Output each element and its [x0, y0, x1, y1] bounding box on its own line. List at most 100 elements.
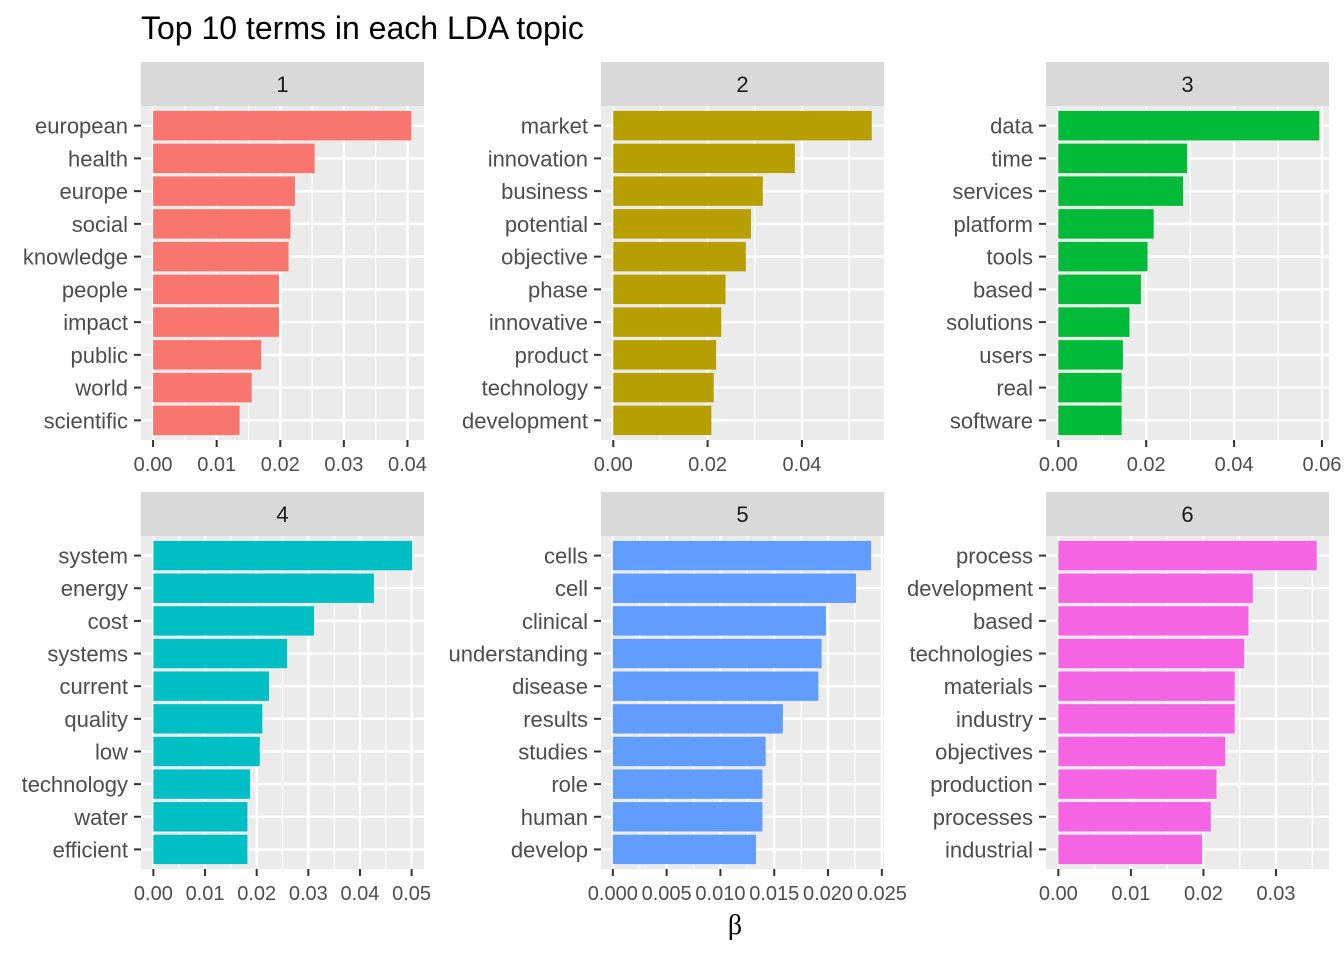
- x-tick-label: 0.00: [134, 883, 173, 905]
- x-tick-label: 0.000: [588, 883, 638, 905]
- bar-people: [153, 274, 280, 305]
- bar-public: [153, 340, 262, 370]
- bar-objectives: [1058, 736, 1226, 767]
- bar-water: [153, 802, 248, 832]
- y-tick-label: people: [62, 277, 128, 302]
- facet-strip: [1046, 62, 1329, 106]
- bar-users: [1058, 340, 1123, 370]
- facet-strip-label: 4: [276, 502, 288, 527]
- y-tick-label: based: [973, 609, 1033, 634]
- facet-strip-label: 3: [1181, 72, 1193, 97]
- x-tick-label: 0.01: [1111, 883, 1150, 905]
- y-tick-label: clinical: [522, 609, 588, 634]
- y-tick-label: time: [991, 146, 1033, 171]
- y-tick-label: production: [930, 772, 1033, 797]
- x-tick-label: 0.06: [1303, 454, 1342, 476]
- bar-innovative: [613, 307, 722, 337]
- facet-panel-1: 1 european health europe social knowledge peop…: [23, 62, 427, 476]
- x-tick-label: 0.020: [803, 883, 853, 905]
- y-tick-label: europe: [59, 179, 128, 204]
- bar-results: [612, 704, 783, 734]
- y-tick-label: technology: [482, 376, 588, 401]
- bar-quality: [153, 704, 263, 734]
- x-tick-label: 0.03: [1257, 883, 1296, 905]
- x-tick-label: 0.04: [388, 454, 427, 476]
- bar-potential: [613, 209, 751, 239]
- bar-european: [153, 110, 412, 141]
- bar-current: [153, 671, 270, 701]
- y-tick-label: human: [521, 805, 588, 830]
- y-tick-label: materials: [944, 674, 1033, 699]
- bar-industry: [1058, 704, 1235, 734]
- y-tick-label: studies: [518, 739, 588, 764]
- x-tick-label: 0.02: [1184, 883, 1223, 905]
- facet-panel-5: 5 cells cell clinical understanding disease re…: [449, 492, 907, 905]
- y-tick-label: industrial: [945, 837, 1033, 862]
- bar-based: [1058, 606, 1249, 636]
- bar-platform: [1058, 209, 1154, 239]
- bar-world: [153, 372, 252, 403]
- y-tick-label: services: [952, 179, 1033, 204]
- facet-strip: [1046, 492, 1329, 536]
- bar-processes: [1058, 802, 1211, 832]
- bar-development: [613, 405, 712, 436]
- y-tick-label: cell: [555, 576, 588, 601]
- bar-understanding: [612, 638, 822, 669]
- y-tick-label: world: [74, 376, 128, 401]
- bar-materials: [1058, 671, 1235, 701]
- y-tick-label: systems: [47, 642, 128, 667]
- y-tick-label: objective: [501, 245, 588, 270]
- bar-cost: [153, 606, 315, 636]
- facet-strip: [141, 492, 424, 536]
- x-tick-label: 0.00: [1039, 883, 1078, 905]
- bar-business: [613, 176, 763, 206]
- y-tick-label: business: [501, 179, 588, 204]
- facet-strip-label: 6: [1181, 502, 1193, 527]
- y-tick-label: based: [973, 277, 1033, 302]
- y-tick-label: development: [907, 576, 1033, 601]
- y-tick-label: quality: [64, 707, 128, 732]
- y-tick-label: knowledge: [23, 245, 128, 270]
- y-tick-label: cost: [88, 609, 128, 634]
- bar-process: [1058, 540, 1317, 571]
- y-tick-label: develop: [511, 837, 588, 862]
- x-tick-label: 0.02: [261, 454, 300, 476]
- facet-strip: [601, 62, 884, 106]
- bar-impact: [153, 307, 280, 337]
- x-tick-label: 0.02: [688, 454, 727, 476]
- x-tick-label: 0.04: [782, 454, 821, 476]
- bar-energy: [153, 573, 374, 603]
- y-tick-label: understanding: [449, 642, 588, 667]
- bar-develop: [612, 834, 756, 865]
- y-tick-label: objectives: [935, 739, 1033, 764]
- bar-cells: [612, 540, 872, 571]
- bar-industrial: [1058, 834, 1203, 865]
- bar-knowledge: [153, 241, 289, 272]
- y-tick-label: health: [68, 146, 128, 171]
- bar-system: [153, 540, 413, 571]
- bar-cell: [612, 573, 857, 603]
- facet-strip-label: 1: [276, 72, 288, 97]
- chart-title: Top 10 terms in each LDA topic: [141, 10, 584, 46]
- bar-europe: [153, 176, 295, 206]
- y-tick-label: processes: [933, 805, 1033, 830]
- y-tick-label: scientific: [44, 408, 128, 433]
- bar-development: [1058, 573, 1253, 603]
- y-tick-label: european: [35, 114, 128, 139]
- facet-strip-label: 5: [736, 502, 748, 527]
- bar-product: [613, 340, 717, 370]
- bar-tools: [1058, 241, 1148, 272]
- bar-studies: [612, 736, 766, 767]
- facet-strip: [601, 492, 884, 536]
- x-tick-label: 0.02: [237, 883, 276, 905]
- bar-disease: [612, 671, 819, 701]
- bar-production: [1058, 769, 1217, 799]
- y-tick-label: role: [551, 772, 588, 797]
- y-tick-label: low: [95, 739, 128, 764]
- bar-phase: [613, 274, 726, 305]
- y-tick-label: potential: [505, 212, 588, 237]
- y-tick-label: technology: [22, 772, 128, 797]
- y-tick-label: users: [979, 343, 1033, 368]
- y-tick-label: cells: [544, 544, 588, 569]
